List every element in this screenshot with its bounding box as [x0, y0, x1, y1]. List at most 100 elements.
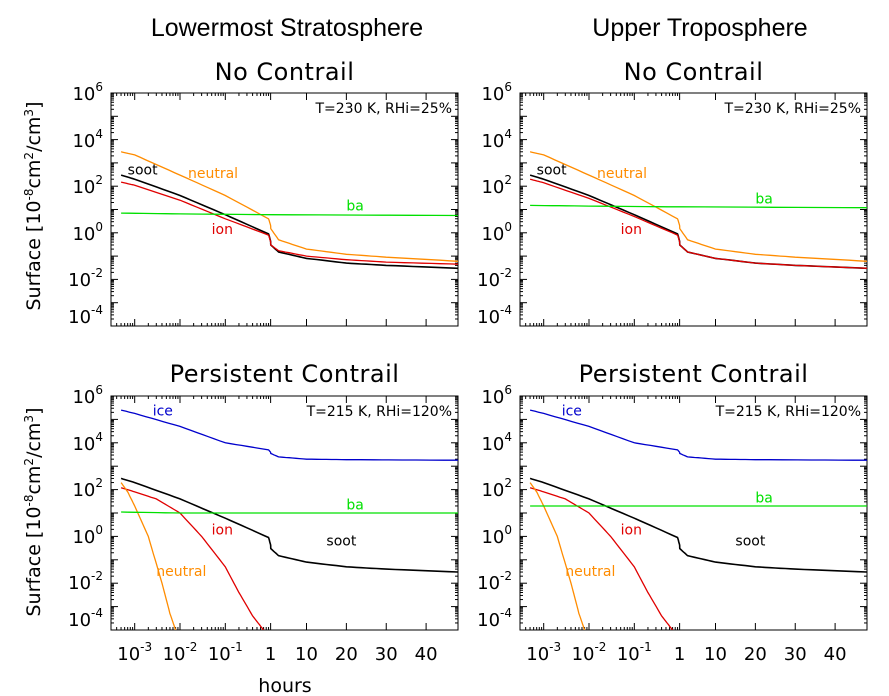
series-line-ion	[120, 181, 458, 265]
series-label-ba: ba	[346, 498, 363, 514]
plot-frame	[110, 92, 459, 327]
series-label-ba: ba	[346, 199, 363, 215]
series-label-ba: ba	[755, 491, 772, 507]
x-tick-label: 40	[415, 644, 438, 665]
y-tick-label: 10-4	[68, 303, 103, 328]
panel-annotation: T=230 K, RHi=25%	[314, 101, 452, 117]
column-header-left: Lowermost Stratosphere	[151, 14, 423, 42]
series-line-neutral	[529, 151, 867, 262]
series-line-ion	[120, 487, 265, 630]
y-tick-label: 102	[481, 476, 512, 501]
x-tick-label: 1	[265, 644, 276, 665]
y-tick-label: 106	[72, 80, 103, 105]
x-tick-label: 20	[744, 644, 767, 665]
series-line-soot	[529, 477, 867, 573]
x-tick-label: 10-1	[208, 640, 243, 665]
panel-title: No Contrail	[215, 58, 355, 86]
y-tick-label: 10-2	[477, 266, 512, 291]
y-tick-label: 104	[72, 430, 103, 455]
series-label-ba: ba	[755, 192, 772, 208]
series-label-neutral: neutral	[565, 564, 615, 580]
series-group	[120, 151, 458, 270]
y-tick-label: 10-4	[477, 606, 512, 631]
series-label-ice: ice	[562, 403, 582, 419]
plot-frame	[519, 92, 868, 327]
series-group	[120, 409, 458, 630]
series-line-neutral	[529, 482, 586, 630]
y-tick-label: 106	[481, 80, 512, 105]
y-tick-label: 100	[481, 220, 512, 245]
y-tick-label: 102	[481, 173, 512, 198]
x-tick-label: 10-2	[163, 640, 198, 665]
column-header-right: Upper Troposphere	[592, 14, 807, 42]
x-tick-label: 10-3	[526, 640, 561, 665]
series-line-soot	[120, 477, 458, 573]
y-tick-label: 102	[72, 476, 103, 501]
y-tick-label: 106	[481, 383, 512, 408]
y-tick-label: 102	[72, 173, 103, 198]
panel-title: Persistent Contrail	[170, 360, 400, 388]
x-tick-label: 10	[295, 644, 318, 665]
series-label-soot: soot	[735, 534, 765, 550]
y-tick-label: 104	[481, 430, 512, 455]
y-axis-label-top: Surface [10-8cm2/cm3]	[22, 101, 45, 310]
x-tick-label: 10-3	[117, 640, 152, 665]
series-line-ba	[530, 204, 867, 209]
panel-2: No Contrail 106 104 102 100 10-2 10-4 soot neutr…	[477, 58, 868, 328]
panel-title: Persistent Contrail	[579, 360, 809, 388]
panel-annotation: T=215 K, RHi=120%	[715, 404, 861, 420]
series-label-ion: ion	[212, 222, 233, 238]
series-line-ba	[121, 212, 458, 217]
series-label-ion: ion	[621, 222, 642, 238]
y-tick-label: 10-4	[477, 303, 512, 328]
y-tick-label: 100	[72, 220, 103, 245]
panel-annotation: T=230 K, RHi=25%	[723, 101, 861, 117]
plot-frame	[519, 395, 868, 631]
series-group	[529, 151, 867, 270]
panel-annotation: T=215 K, RHi=120%	[306, 404, 452, 420]
x-tick-label: 10-2	[572, 640, 607, 665]
series-line-ice	[120, 409, 458, 461]
panel-1: No Contrail 106 104 102 100 10-2 10-4 soot neutr…	[68, 58, 459, 328]
x-axis-label: hours	[258, 675, 311, 696]
series-line-ion	[529, 178, 867, 269]
panel-title: No Contrail	[624, 58, 764, 86]
series-label-soot: soot	[128, 162, 158, 178]
y-tick-label: 104	[481, 127, 512, 152]
y-tick-label: 100	[72, 523, 103, 548]
series-label-ion: ion	[621, 523, 642, 539]
series-label-soot: soot	[537, 162, 567, 178]
series-line-ice	[529, 409, 867, 461]
x-tick-label: 40	[824, 644, 847, 665]
y-tick-label: 10-2	[68, 569, 103, 594]
panel-3: Persistent Contrail 106 104 102 100 10-2 10-4 1…	[68, 360, 459, 665]
series-line-neutral	[120, 151, 458, 262]
series-group	[529, 409, 867, 630]
series-line-soot	[120, 174, 458, 270]
series-label-ion: ion	[212, 523, 233, 539]
x-tick-label: 10	[704, 644, 727, 665]
panels: No Contrail 106 104 102 100 10-2 10-4 soot neutr…	[68, 58, 868, 665]
series-line-neutral	[120, 482, 177, 630]
x-tick-label: 20	[335, 644, 358, 665]
y-tick-label: 100	[481, 523, 512, 548]
y-tick-label: 10-2	[68, 266, 103, 291]
x-tick-label: 1	[674, 644, 685, 665]
y-tick-label: 106	[72, 383, 103, 408]
series-label-neutral: neutral	[597, 166, 647, 182]
y-axis-label-bottom: Surface [10-8cm2/cm3]	[22, 407, 45, 616]
series-label-neutral: neutral	[156, 564, 206, 580]
series-label-ice: ice	[153, 403, 173, 419]
y-tick-label: 10-2	[477, 569, 512, 594]
x-tick-label: 30	[375, 644, 398, 665]
panel-4: Persistent Contrail 106 104 102 100 10-2 10-4 1…	[477, 360, 868, 665]
y-tick-label: 10-4	[68, 606, 103, 631]
series-line-ion	[529, 487, 674, 630]
series-label-neutral: neutral	[188, 166, 238, 182]
x-tick-label: 30	[784, 644, 807, 665]
series-line-ba	[121, 511, 458, 514]
series-label-soot: soot	[326, 534, 356, 550]
y-tick-label: 104	[72, 127, 103, 152]
x-tick-label: 10-1	[617, 640, 652, 665]
